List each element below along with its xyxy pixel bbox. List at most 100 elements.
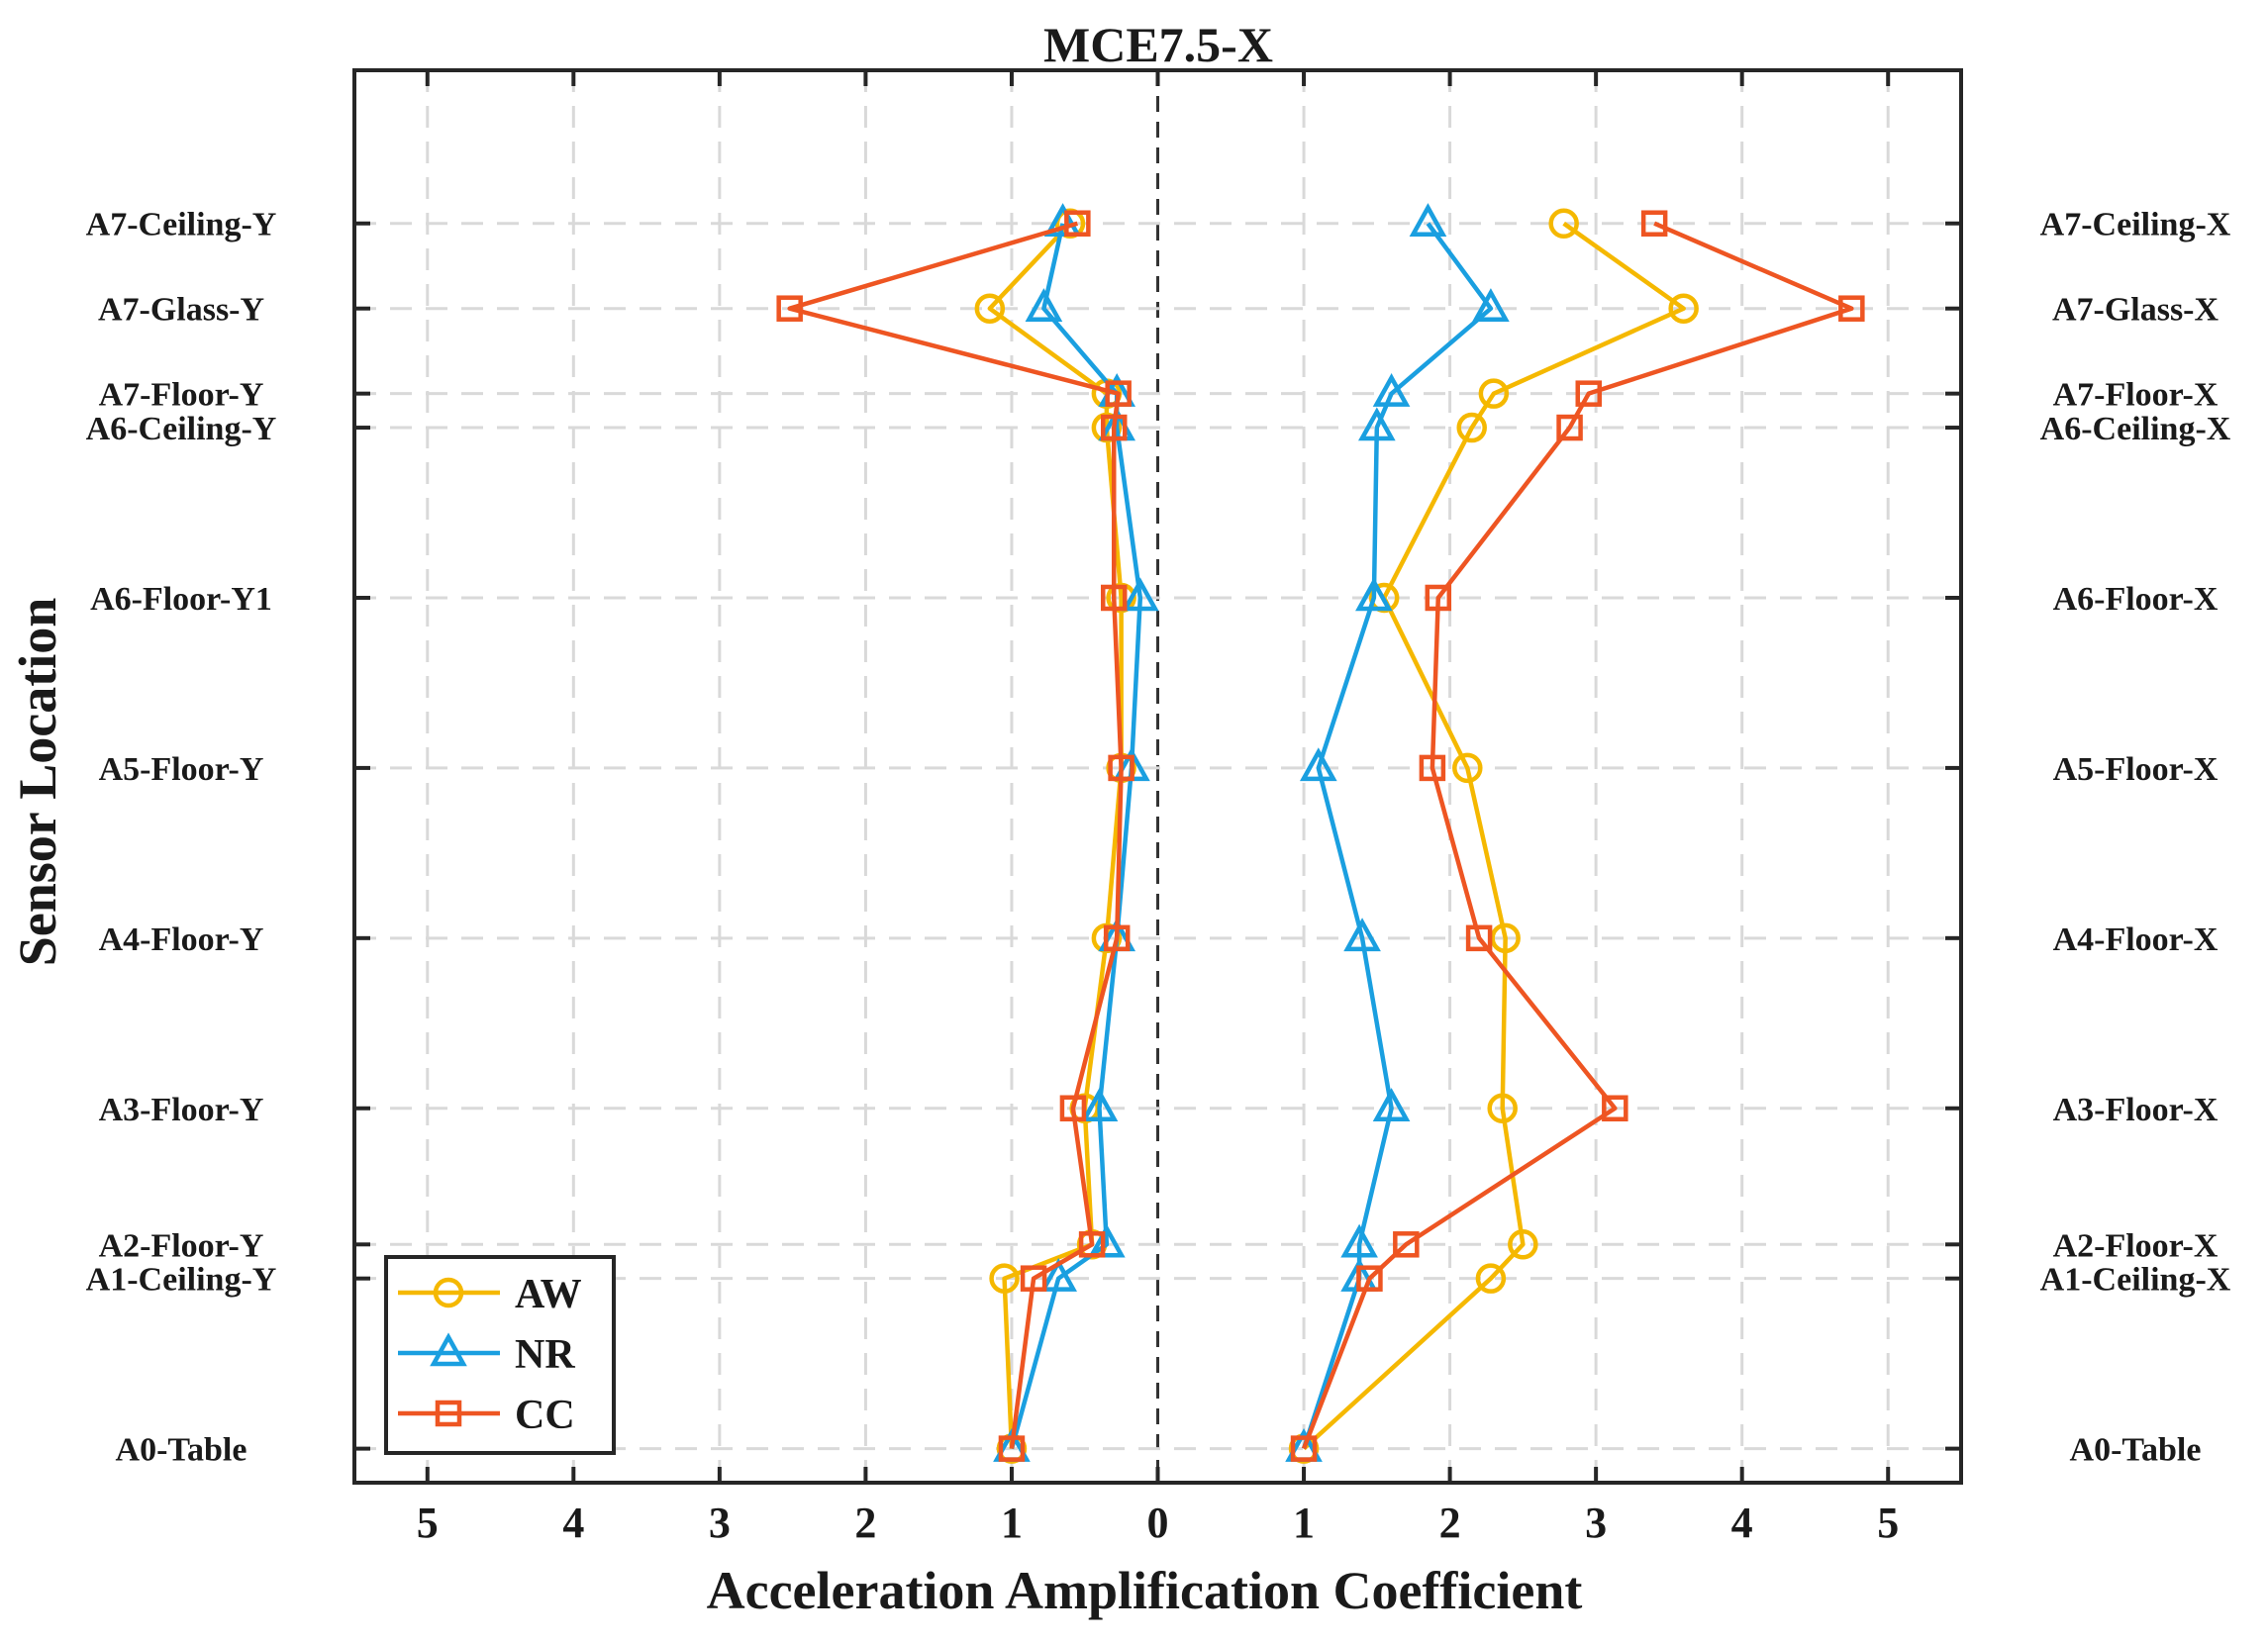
- left-sensor-label: A6-Floor-Y1: [90, 581, 272, 618]
- point-nr-x: [1372, 373, 1411, 407]
- legend-entry-aw: AW: [398, 1272, 582, 1317]
- legend-entry-cc: CC: [398, 1393, 575, 1438]
- point-aw-x: [1478, 378, 1510, 409]
- left-sensor-label: A7-Glass-Y: [98, 292, 264, 329]
- right-sensor-label: A2-Floor-X: [2053, 1227, 2219, 1264]
- series-layer: [776, 203, 1865, 1464]
- point-cc-y: [1020, 1265, 1047, 1292]
- point-cc-y: [1108, 754, 1134, 782]
- point-aw-x: [1548, 208, 1579, 239]
- right-sensor-label: A6-Floor-X: [2053, 581, 2219, 618]
- point-nr-y: [1043, 203, 1082, 237]
- point-aw-x: [1508, 1229, 1538, 1260]
- x-tick-label: 5: [1877, 1499, 1899, 1547]
- x-tick-label: 1: [1293, 1499, 1315, 1547]
- point-nr-x: [1472, 288, 1510, 322]
- point-nr-x: [1357, 407, 1396, 441]
- point-nr-x: [1372, 1088, 1411, 1122]
- tick-layer: [354, 70, 1961, 1483]
- point-aw-y: [989, 1263, 1020, 1294]
- legend-label-cc: CC: [515, 1393, 575, 1438]
- right-sensor-label: A7-Floor-X: [2053, 377, 2219, 414]
- point-aw-x: [1668, 293, 1699, 324]
- point-aw-x: [1475, 1263, 1507, 1294]
- x-tick-label: 3: [1585, 1499, 1607, 1547]
- right-sensor-label: A1-Ceiling-X: [2040, 1262, 2231, 1299]
- left-sensor-label: A6-Ceiling-Y: [86, 411, 277, 447]
- left-sensor-label: A7-Ceiling-Y: [86, 207, 277, 243]
- left-sensor-label: A5-Floor-Y: [99, 751, 264, 788]
- point-cc-y: [998, 1435, 1026, 1462]
- point-nr-y: [1080, 1088, 1119, 1122]
- grid-layer: [354, 70, 1961, 1483]
- left-sensor-label: A0-Table: [116, 1432, 247, 1469]
- point-cc-y: [1059, 1095, 1087, 1122]
- right-sensor-label: A0-Table: [2070, 1432, 2202, 1469]
- chart-title: MCE7.5-X: [1043, 17, 1273, 72]
- left-sensor-label: A2-Floor-Y: [99, 1227, 264, 1264]
- point-cc-x: [1393, 1231, 1420, 1258]
- x-tick-label: 2: [1439, 1499, 1461, 1547]
- point-cc-x: [1838, 295, 1865, 322]
- point-cc-x: [1556, 414, 1583, 441]
- point-nr-x: [1340, 1223, 1378, 1258]
- point-cc-x: [1425, 584, 1452, 612]
- legend: AW NR CC: [384, 1255, 616, 1455]
- left-sensor-label: A3-Floor-Y: [99, 1092, 264, 1128]
- point-cc-y: [1078, 1231, 1106, 1258]
- x-tick-label: 4: [1731, 1499, 1753, 1547]
- point-cc-x: [1575, 380, 1603, 407]
- legend-label-nr: NR: [515, 1332, 575, 1378]
- x-tick-label: 3: [709, 1499, 731, 1547]
- point-cc-y: [776, 295, 803, 322]
- series-line-nr-x: [1301, 222, 1494, 1450]
- right-sensor-label: A7-Glass-X: [2052, 292, 2219, 329]
- right-sensor-label: A7-Ceiling-X: [2040, 207, 2231, 243]
- point-cc-y: [1100, 584, 1128, 612]
- series-nr: [993, 203, 1510, 1462]
- point-aw-x: [1490, 922, 1521, 954]
- x-tick-label: 1: [1001, 1499, 1023, 1547]
- point-aw-x: [1487, 1093, 1518, 1124]
- legend-label-aw: AW: [515, 1272, 582, 1317]
- left-sensor-label: A4-Floor-Y: [99, 921, 264, 958]
- right-sensor-label: A5-Floor-X: [2053, 751, 2219, 788]
- x-tick-label: 5: [417, 1499, 439, 1547]
- point-cc-x: [1419, 754, 1446, 782]
- point-cc-y: [1105, 380, 1132, 407]
- point-cc-x: [1465, 924, 1493, 952]
- point-aw-y: [974, 293, 1006, 324]
- point-nr-x: [1343, 918, 1381, 952]
- right-sensor-label: A4-Floor-X: [2053, 921, 2219, 958]
- legend-marker-aw: [433, 1277, 464, 1308]
- point-nr-y: [1088, 1223, 1126, 1258]
- point-nr-x: [1409, 203, 1447, 237]
- y-axis-label: Sensor Location: [8, 598, 67, 967]
- series-line-cc-y: [787, 221, 1124, 1449]
- legend-marker-nr: [430, 1332, 467, 1367]
- point-cc-x: [1602, 1095, 1628, 1122]
- point-aw-x: [1452, 752, 1483, 784]
- legend-entry-nr: NR: [398, 1332, 575, 1378]
- x-tick-label: 4: [562, 1499, 584, 1547]
- series-line-aw-x: [1302, 221, 1686, 1451]
- x-tick-label: 2: [854, 1499, 876, 1547]
- right-sensor-label: A3-Floor-X: [2053, 1092, 2219, 1128]
- point-nr-y: [1025, 288, 1063, 322]
- point-aw-x: [1456, 412, 1487, 443]
- point-cc-x: [1356, 1265, 1383, 1292]
- right-sensor-label: A6-Ceiling-X: [2040, 411, 2231, 447]
- point-cc-y: [1103, 924, 1131, 952]
- series-cc: [776, 210, 1865, 1462]
- point-nr-y: [1039, 1258, 1077, 1292]
- point-cc-x: [1290, 1435, 1318, 1462]
- point-cc-y: [1100, 414, 1128, 441]
- point-nr-x: [1355, 577, 1393, 612]
- point-nr-x: [1299, 747, 1337, 782]
- legend-marker-cc: [435, 1400, 462, 1427]
- point-nr-y: [1121, 577, 1159, 612]
- left-sensor-label: A7-Floor-Y: [99, 377, 264, 414]
- point-cc-y: [1064, 210, 1091, 237]
